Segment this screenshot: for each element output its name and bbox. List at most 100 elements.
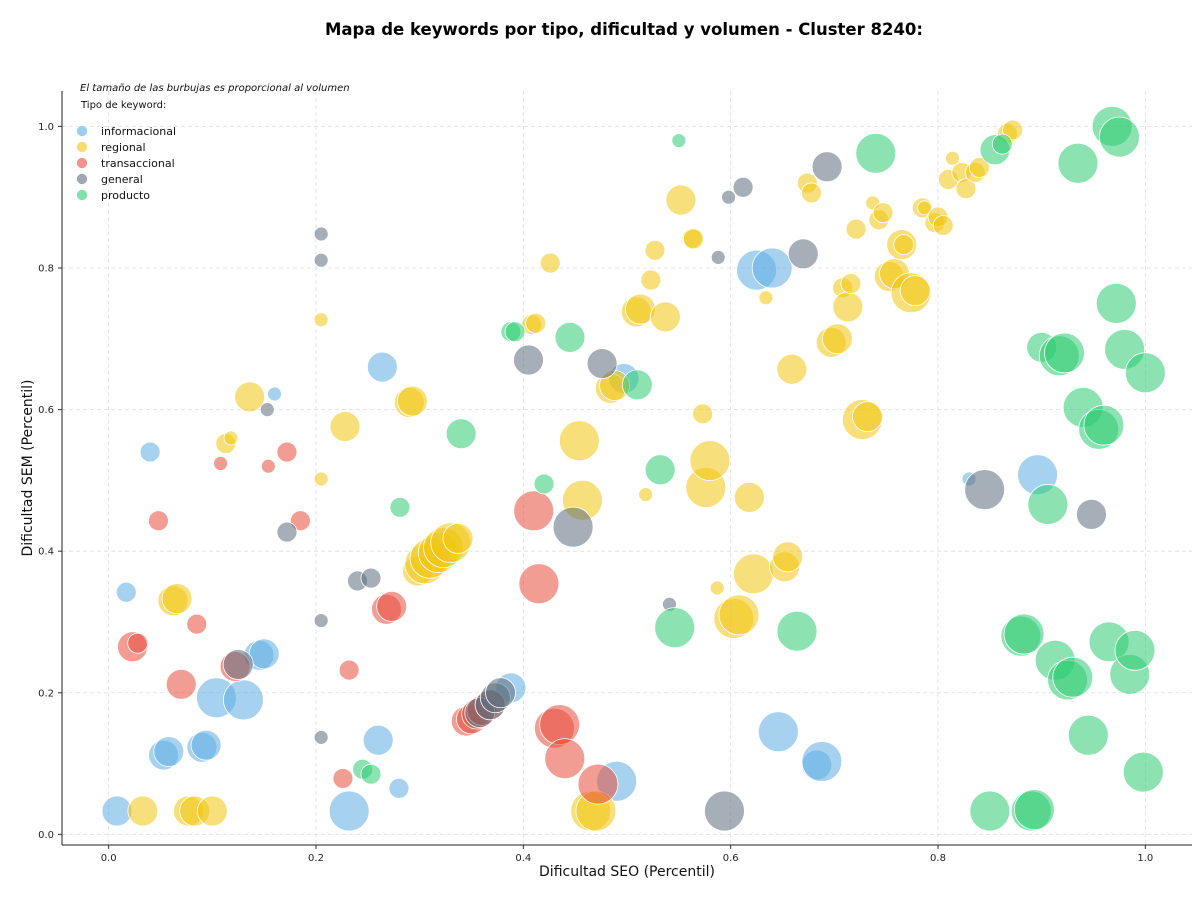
y-tick-label: 1.0 xyxy=(38,122,54,133)
regional-bubble xyxy=(329,411,361,442)
regional-bubble xyxy=(313,312,329,328)
legend-label-transaccional: transaccional xyxy=(101,157,175,170)
producto-bubble xyxy=(533,473,555,495)
x-tick-label: 1.0 xyxy=(1137,853,1153,864)
regional-bubble xyxy=(832,291,864,323)
regional-bubble xyxy=(640,269,662,291)
legend-label-general: general xyxy=(101,173,143,186)
producto-bubble xyxy=(1057,142,1099,184)
general-bubble xyxy=(964,469,1006,510)
transaccional-bubble xyxy=(165,668,197,700)
transaccional-bubble xyxy=(290,510,311,532)
producto-bubble xyxy=(776,610,818,652)
regional-bubble xyxy=(397,385,428,417)
general-bubble xyxy=(811,151,843,183)
informacional-bubble xyxy=(801,741,843,782)
x-tick-label: 0.4 xyxy=(515,853,531,864)
producto-bubble xyxy=(445,418,477,450)
general-bubble xyxy=(586,348,618,379)
regional-bubble xyxy=(682,228,704,250)
general-bubble xyxy=(710,249,726,265)
producto-bubble xyxy=(1122,751,1164,793)
general-bubble xyxy=(1076,498,1107,530)
producto-bubble xyxy=(621,369,653,401)
transaccional-bubble xyxy=(332,768,354,789)
producto-bubble xyxy=(504,321,526,343)
informacional-bubble xyxy=(362,724,394,756)
transaccional-bubble xyxy=(148,510,169,532)
general-bubble xyxy=(513,344,544,376)
transaccional-bubble xyxy=(213,455,229,471)
y-tick-label: 0.6 xyxy=(38,405,54,416)
regional-bubble xyxy=(223,430,239,446)
informacional-bubble xyxy=(757,711,799,753)
general-bubble xyxy=(485,677,516,709)
x-tick-label: 0.8 xyxy=(930,853,946,864)
producto-bubble xyxy=(1083,404,1125,446)
informacional-bubble xyxy=(366,351,398,383)
regional-bubble xyxy=(899,275,931,307)
transaccional-bubble xyxy=(276,441,298,463)
transaccional-bubble xyxy=(513,490,555,532)
regional-bubble xyxy=(525,312,547,334)
regional-bubble xyxy=(969,157,990,178)
legend: informacional regional transaccional genera… xyxy=(76,125,176,202)
informacional-bubble xyxy=(248,638,280,670)
regional-bubble xyxy=(127,795,159,827)
transaccional-bubble xyxy=(186,613,208,635)
general-bubble xyxy=(552,506,594,548)
tick-labels: 0.0 0.2 0.4 0.6 0.8 1.0 0.0 0.2 0.4 0.6 0.8 1.0 xyxy=(38,122,1153,864)
regional-bubble xyxy=(196,795,228,827)
general-bubble xyxy=(313,613,329,628)
x-tick-label: 0.0 xyxy=(101,853,117,864)
producto-bubble xyxy=(1027,484,1069,525)
producto-bubble xyxy=(554,321,586,353)
informacional-bubble xyxy=(223,679,264,721)
x-tick-label: 0.6 xyxy=(723,853,739,864)
y-tick-label: 0.0 xyxy=(38,830,54,841)
regional-bubble xyxy=(840,273,862,294)
general-bubble xyxy=(787,238,819,270)
legend-label-regional: regional xyxy=(101,141,146,154)
regional-bubble xyxy=(1002,119,1024,141)
regional-bubble xyxy=(801,182,822,204)
producto-bubble xyxy=(969,790,1011,832)
producto-bubble xyxy=(389,496,411,518)
regional-bubble xyxy=(733,553,774,595)
producto-bubble xyxy=(1114,629,1156,671)
regional-bubble xyxy=(852,401,883,433)
axes xyxy=(58,91,1192,849)
regional-bubble xyxy=(845,218,867,240)
producto-bubble xyxy=(1124,352,1166,394)
producto-bubble xyxy=(1067,714,1109,756)
legend-marker-informacional xyxy=(76,125,88,137)
regional-bubble xyxy=(313,471,329,487)
producto-bubble xyxy=(1003,613,1045,655)
regional-bubble xyxy=(776,353,808,385)
y-tick-label: 0.4 xyxy=(38,547,54,558)
informacional-bubble xyxy=(751,247,793,289)
informacional-bubble xyxy=(328,790,370,832)
regional-bubble xyxy=(718,594,760,636)
general-bubble xyxy=(313,226,329,242)
legend-title: Tipo de keyword: xyxy=(80,100,166,111)
producto-bubble xyxy=(991,133,1013,155)
producto-bubble xyxy=(1095,282,1137,324)
y-axis-label: Dificultad SEM (Percentil) xyxy=(20,380,36,557)
regional-bubble xyxy=(893,234,915,256)
regional-bubble xyxy=(945,150,960,166)
general-bubble xyxy=(732,176,754,198)
regional-bubble xyxy=(161,583,193,615)
legend-marker-producto xyxy=(76,189,88,201)
chart-title: Mapa de keywords por tipo, dificultad y … xyxy=(324,20,924,39)
transaccional-bubble xyxy=(518,563,560,605)
general-bubble xyxy=(222,649,254,680)
y-tick-label: 0.2 xyxy=(38,688,54,699)
regional-bubble xyxy=(638,487,654,502)
general-bubble xyxy=(704,790,745,832)
regional-bubble xyxy=(758,290,774,306)
producto-bubble xyxy=(1014,789,1055,831)
regional-bubble xyxy=(917,200,932,216)
regional-bubble xyxy=(442,523,474,554)
